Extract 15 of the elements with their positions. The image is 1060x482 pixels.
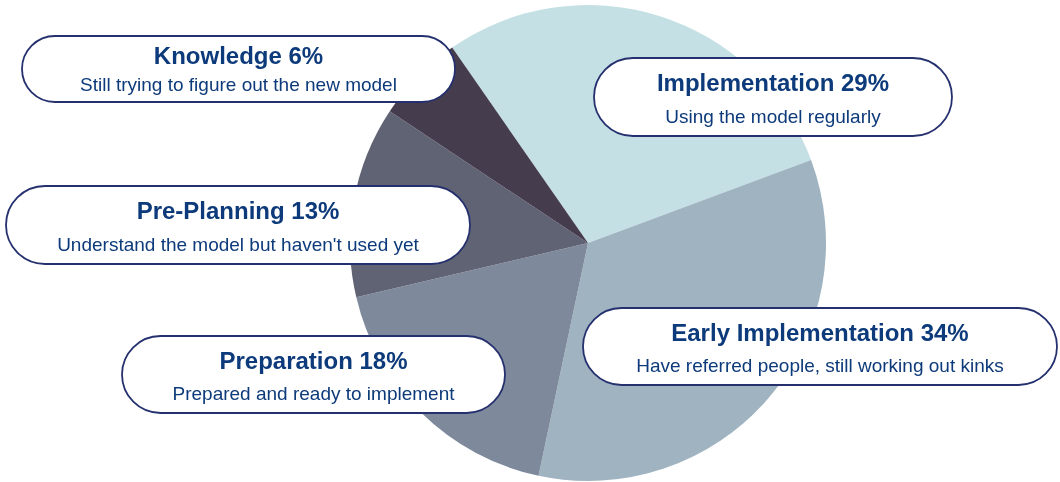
data-label: 29% bbox=[840, 69, 890, 97]
text: Understand the model but haven't used yet bbox=[57, 233, 420, 255]
text: Still trying to figure out the new model bbox=[80, 73, 397, 95]
data-label: 13% bbox=[291, 197, 340, 225]
text: Using the model regularly bbox=[665, 105, 882, 127]
slice-label: Pre-Planning bbox=[136, 197, 285, 225]
data-label: 6% bbox=[288, 42, 324, 70]
data-label: 34% bbox=[920, 318, 969, 346]
text: Have referred people, still working out kinks bbox=[636, 354, 1004, 376]
slice-label: Implementation bbox=[656, 69, 835, 97]
slice-label: Preparation bbox=[219, 346, 353, 374]
text: Prepared and ready to implement bbox=[172, 382, 456, 404]
slice-label: Early Implementation bbox=[671, 318, 915, 346]
data-label: 18% bbox=[359, 346, 408, 374]
slice-label: Knowledge bbox=[153, 42, 282, 70]
